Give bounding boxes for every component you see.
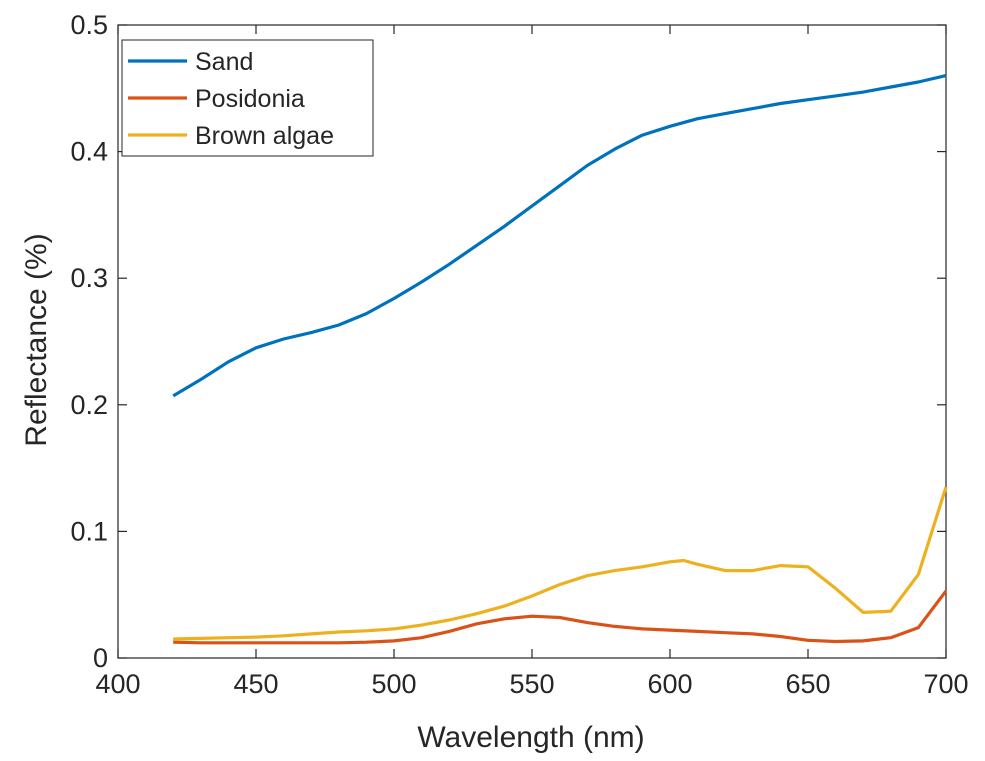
x-tick-label: 450	[233, 669, 278, 699]
series-lines	[172, 74, 948, 645]
series-line-posidonia	[173, 589, 948, 645]
legend: Sand Posidonia Brown algae	[121, 39, 374, 157]
series-line-sand	[172, 74, 947, 398]
y-tick-label: 0.1	[70, 516, 108, 546]
y-tick-label: 0.2	[70, 390, 108, 420]
y-tick-label: 0.3	[70, 263, 108, 293]
legend-label-brown-algae: Brown algae	[195, 122, 334, 150]
series-line-brown-algae	[173, 486, 948, 641]
y-tick-labels: 0 0.1 0.2 0.3 0.4 0.5	[70, 10, 108, 673]
y-axis-label: Reflectance (%)	[20, 233, 53, 446]
legend-label-posidonia: Posidonia	[195, 85, 305, 113]
x-tick-label: 500	[371, 669, 416, 699]
x-tick-labels: 400 450 500 550 600 650 700	[95, 669, 968, 699]
y-tick-label: 0.5	[70, 10, 108, 40]
y-tick-label: 0.4	[70, 137, 108, 167]
y-tick-label: 0	[93, 643, 108, 673]
x-axis-label: Wavelength (nm)	[417, 721, 644, 754]
x-tick-label: 600	[647, 669, 692, 699]
x-tick-label: 650	[785, 669, 830, 699]
tick-marks	[117, 24, 947, 659]
legend-label-sand: Sand	[195, 48, 253, 76]
x-tick-label: 550	[509, 669, 554, 699]
x-tick-label: 400	[95, 669, 140, 699]
x-tick-label: 700	[923, 669, 968, 699]
